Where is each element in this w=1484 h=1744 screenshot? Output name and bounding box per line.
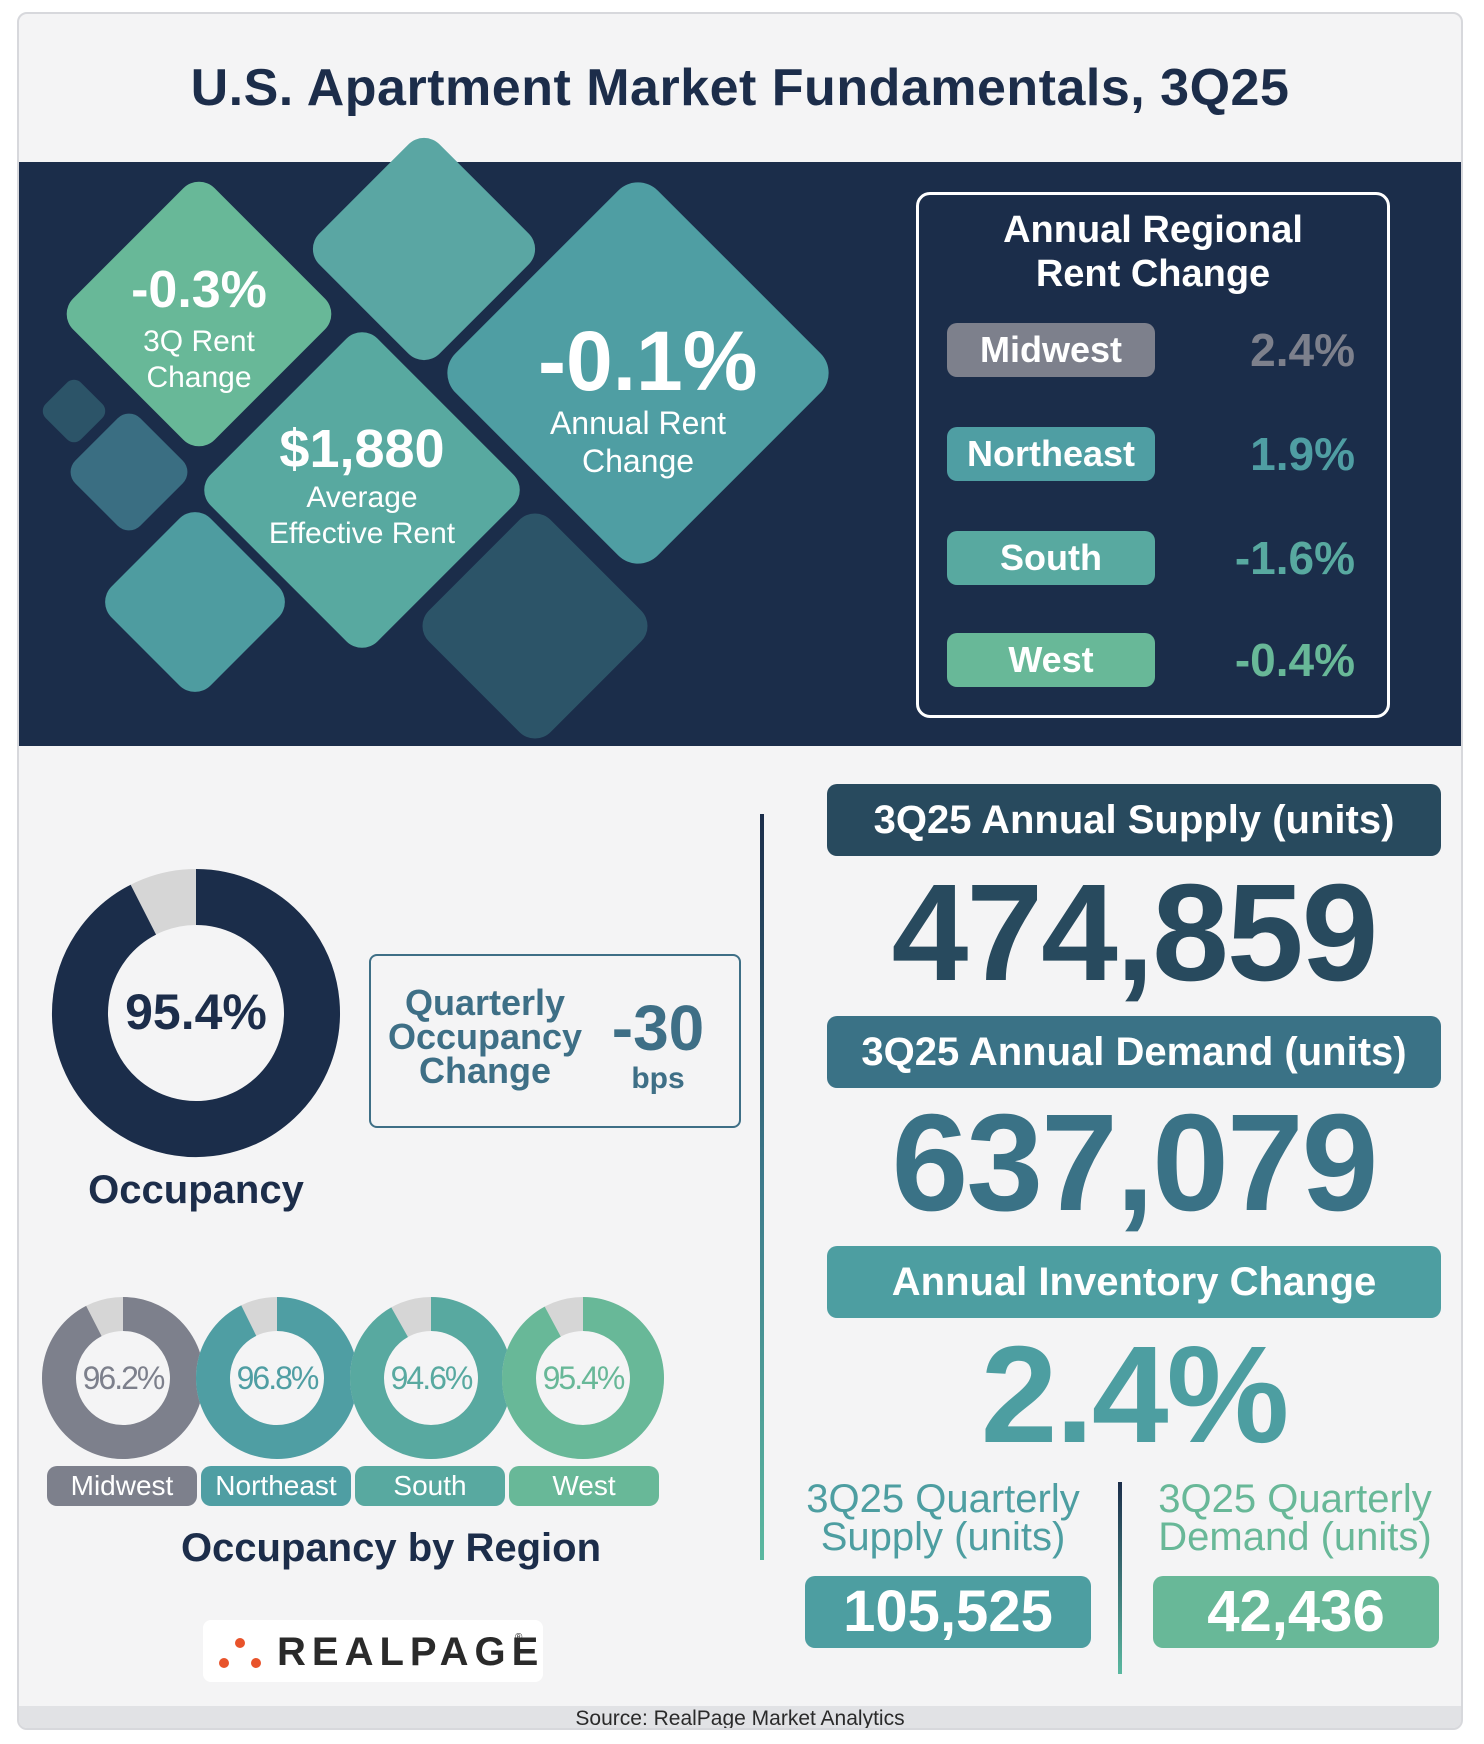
rent-3q-metric: -0.3% 3Q Rent Change xyxy=(109,260,289,396)
inventory-change-header: Annual Inventory Change xyxy=(827,1246,1441,1318)
region-donut-svg: 96.8% xyxy=(196,1297,358,1459)
quarterly-demand-value: 42,436 xyxy=(1153,1576,1439,1648)
annual-supply-value: 474,859 xyxy=(891,856,1379,1010)
regional-rent-title: Annual Regional Rent Change xyxy=(919,209,1387,296)
regional-rent-panel: Annual Regional Rent Change Midwest 2.4% N… xyxy=(916,192,1390,718)
column-divider xyxy=(760,814,764,1560)
rent-annual-metric: -0.1% Annual Rent Change xyxy=(538,314,758,481)
qoc-label-1: Quarterly xyxy=(404,982,566,1023)
region-donut-value: 96.8% xyxy=(237,1360,319,1396)
logo-dot-1 xyxy=(219,1658,229,1668)
realpage-logo: REALPAGE ® xyxy=(203,1620,543,1682)
logo-trademark: ® xyxy=(515,1632,523,1643)
region-donut-value: 96.2% xyxy=(83,1360,165,1396)
regional-rent-title-2: Rent Change xyxy=(1035,252,1271,295)
quarterly-supply-value: 105,525 xyxy=(805,1576,1091,1648)
region-donut-label: West xyxy=(509,1466,659,1506)
quarterly-occupancy-change-box: Quarterly Occupancy Change -30 bps xyxy=(369,954,741,1128)
region-donut-arc xyxy=(502,1297,664,1459)
regional-rent-row-south: South -1.6% xyxy=(947,531,1367,587)
quarterly-divider xyxy=(1118,1482,1122,1674)
region-donut-west: 95.4% xyxy=(499,1294,667,1462)
region-donut-arc xyxy=(42,1297,204,1459)
rent-band: -0.3% 3Q Rent Change $1,880 Average Effe… xyxy=(19,128,1461,748)
region-donut-label: Midwest xyxy=(47,1466,197,1506)
occupancy-donut-arc xyxy=(52,869,340,1157)
region-donut-south: 94.6% xyxy=(347,1294,515,1462)
occupancy-value: 95.4% xyxy=(125,984,267,1040)
rent-3q-label-1: 3Q Rent xyxy=(143,325,255,358)
quarterly-supply-label-2: Supply (units) xyxy=(820,1515,1066,1559)
source-note: Source: RealPage Market Analytics xyxy=(19,1706,1461,1728)
regional-rent-region: South xyxy=(947,531,1155,585)
infographic-card: U.S. Apartment Market Fundamentals, 3Q25… xyxy=(17,12,1463,1730)
region-donut-label: Northeast xyxy=(201,1466,351,1506)
quarterly-demand-label-1: 3Q25 Quarterly xyxy=(1158,1477,1432,1521)
occupancy-by-region-title: Occupancy by Region xyxy=(180,1526,602,1570)
regional-rent-region: Midwest xyxy=(947,323,1155,377)
regional-rent-value: 2.4% xyxy=(1250,324,1355,376)
rent-3q-label-2: Change xyxy=(146,361,252,394)
region-donut-label: South xyxy=(355,1466,505,1506)
logo-dot-3 xyxy=(251,1658,261,1668)
logo-dot-2 xyxy=(235,1638,245,1648)
rent-3q-value: -0.3% xyxy=(131,261,267,319)
region-donut-svg: 96.2% xyxy=(42,1297,204,1459)
region-donut-value: 95.4% xyxy=(543,1360,625,1396)
annual-supply-header: 3Q25 Annual Supply (units) xyxy=(827,784,1441,856)
rent-annual-label-1: Annual Rent xyxy=(549,405,727,441)
annual-demand-header: 3Q25 Annual Demand (units) xyxy=(827,1016,1441,1088)
regional-rent-value: -1.6% xyxy=(1234,532,1355,584)
occupancy-donut-svg: 95.4% xyxy=(52,869,340,1157)
quarterly-demand-label-2: Demand (units) xyxy=(1158,1515,1432,1559)
region-donut-northeast: 96.8% xyxy=(193,1294,361,1462)
region-donut-svg: 95.4% xyxy=(502,1297,664,1459)
qoc-label-2: Occupancy xyxy=(387,1016,583,1057)
avg-rent-label-1: Average xyxy=(306,481,418,514)
regional-rent-title-1: Annual Regional xyxy=(1003,209,1303,251)
region-donut-midwest: 96.2% xyxy=(39,1294,207,1462)
quarterly-occupancy-change-unit: bps xyxy=(631,1062,685,1095)
rent-annual-label-2: Change xyxy=(581,443,695,480)
quarterly-occupancy-change-label: Quarterly Occupancy Change xyxy=(385,982,585,1091)
region-donut-arc xyxy=(350,1297,512,1459)
avg-rent-metric: $1,880 Average Effective Rent xyxy=(244,418,480,552)
quarterly-supply-label-1: 3Q25 Quarterly xyxy=(806,1477,1080,1521)
regional-rent-row-northeast: Northeast 1.9% xyxy=(947,427,1367,483)
quarterly-occupancy-change-value: -30 xyxy=(611,992,705,1064)
regional-rent-region: Northeast xyxy=(947,427,1155,481)
regional-rent-value: -0.4% xyxy=(1234,634,1355,686)
regional-rent-row-midwest: Midwest 2.4% xyxy=(947,323,1367,379)
annual-demand-value: 637,079 xyxy=(891,1086,1379,1240)
page-title: U.S. Apartment Market Fundamentals, 3Q25 xyxy=(190,59,1290,117)
avg-rent-label-2: Effective Rent xyxy=(268,517,456,550)
region-donut-svg: 94.6% xyxy=(350,1297,512,1459)
logo-text: REALPAGE xyxy=(277,1630,545,1674)
occupancy-label: Occupancy xyxy=(88,1168,304,1212)
region-donut-value: 94.6% xyxy=(391,1360,473,1396)
quarterly-demand-label: 3Q25 Quarterly Demand (units) xyxy=(1135,1477,1455,1559)
qoc-label-3: Change xyxy=(418,1050,551,1091)
regional-rent-region: West xyxy=(947,633,1155,687)
regional-rent-row-west: West -0.4% xyxy=(947,633,1367,689)
quarterly-supply-label: 3Q25 Quarterly Supply (units) xyxy=(783,1477,1103,1559)
region-donut-arc xyxy=(196,1297,358,1459)
regional-rent-value: 1.9% xyxy=(1250,428,1355,480)
inventory-change-value: 2.4% xyxy=(980,1318,1290,1472)
rent-annual-value: -0.1% xyxy=(538,314,758,408)
avg-rent-value: $1,880 xyxy=(279,419,445,479)
occupancy-donut: 95.4% xyxy=(41,858,351,1168)
